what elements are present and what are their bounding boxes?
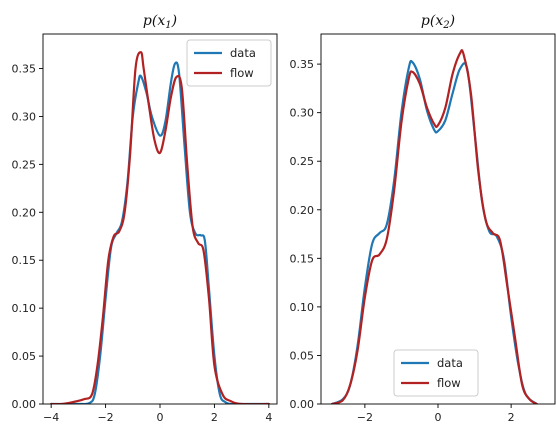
- chart-panel-2: −2 0 2 0.00 0.05 0.10 0.15 0.20 0.25 0.30 0.35 p(x2…: [290, 13, 556, 424]
- chart-title: p(x1): [143, 13, 177, 31]
- y-tick-label: 0.15: [290, 252, 315, 265]
- legend-label-flow: flow: [437, 376, 461, 390]
- y-tick-label: 0.35: [12, 63, 37, 76]
- chart-title: p(x2): [421, 13, 455, 31]
- x-tick-label: 4: [265, 411, 272, 424]
- x-tick-label: 0: [157, 411, 164, 424]
- y-tick-label: 0.15: [12, 254, 37, 267]
- legend: data flow: [393, 349, 479, 397]
- legend: data flow: [186, 39, 272, 87]
- y-tick-label: 0.25: [290, 155, 315, 168]
- series-line-data: [50, 61, 270, 404]
- x-tick-label: 0: [435, 411, 442, 424]
- legend-box: [186, 39, 272, 87]
- y-tick-label: 0.05: [290, 349, 315, 362]
- y-tick-label: 0.30: [12, 110, 37, 123]
- y-tick-label: 0.05: [12, 350, 37, 363]
- y-tick-label: 0.00: [12, 398, 37, 411]
- y-tick-label: 0.20: [290, 204, 315, 217]
- series-line-flow: [50, 51, 270, 404]
- series-line-flow: [330, 49, 538, 404]
- y-tick-label: 0.10: [290, 301, 315, 314]
- x-tick-label: −2: [97, 411, 113, 424]
- y-tick-label: 0.10: [12, 302, 37, 315]
- series-line-data: [330, 59, 538, 404]
- y-tick-label: 0.25: [12, 158, 37, 171]
- y-tick-label: 0.20: [12, 206, 37, 219]
- legend-label-data: data: [230, 46, 256, 60]
- axes-frame: [42, 33, 278, 405]
- x-tick-label: −2: [357, 411, 373, 424]
- x-tick-label: 2: [508, 411, 515, 424]
- y-tick-label: 0.35: [290, 58, 315, 71]
- chart-panel-1: −4 −2 0 2 4 0.00 0.05 0.10 0.15 0.20 0.25 0.30 0.35 p…: [12, 13, 278, 424]
- legend-box: [393, 349, 479, 397]
- y-tick-label: 0.00: [290, 398, 315, 411]
- legend-label-flow: flow: [230, 66, 254, 80]
- y-tick-label: 0.30: [290, 107, 315, 120]
- x-tick-label: −4: [43, 411, 59, 424]
- legend-label-data: data: [437, 356, 463, 370]
- x-tick-label: 2: [211, 411, 218, 424]
